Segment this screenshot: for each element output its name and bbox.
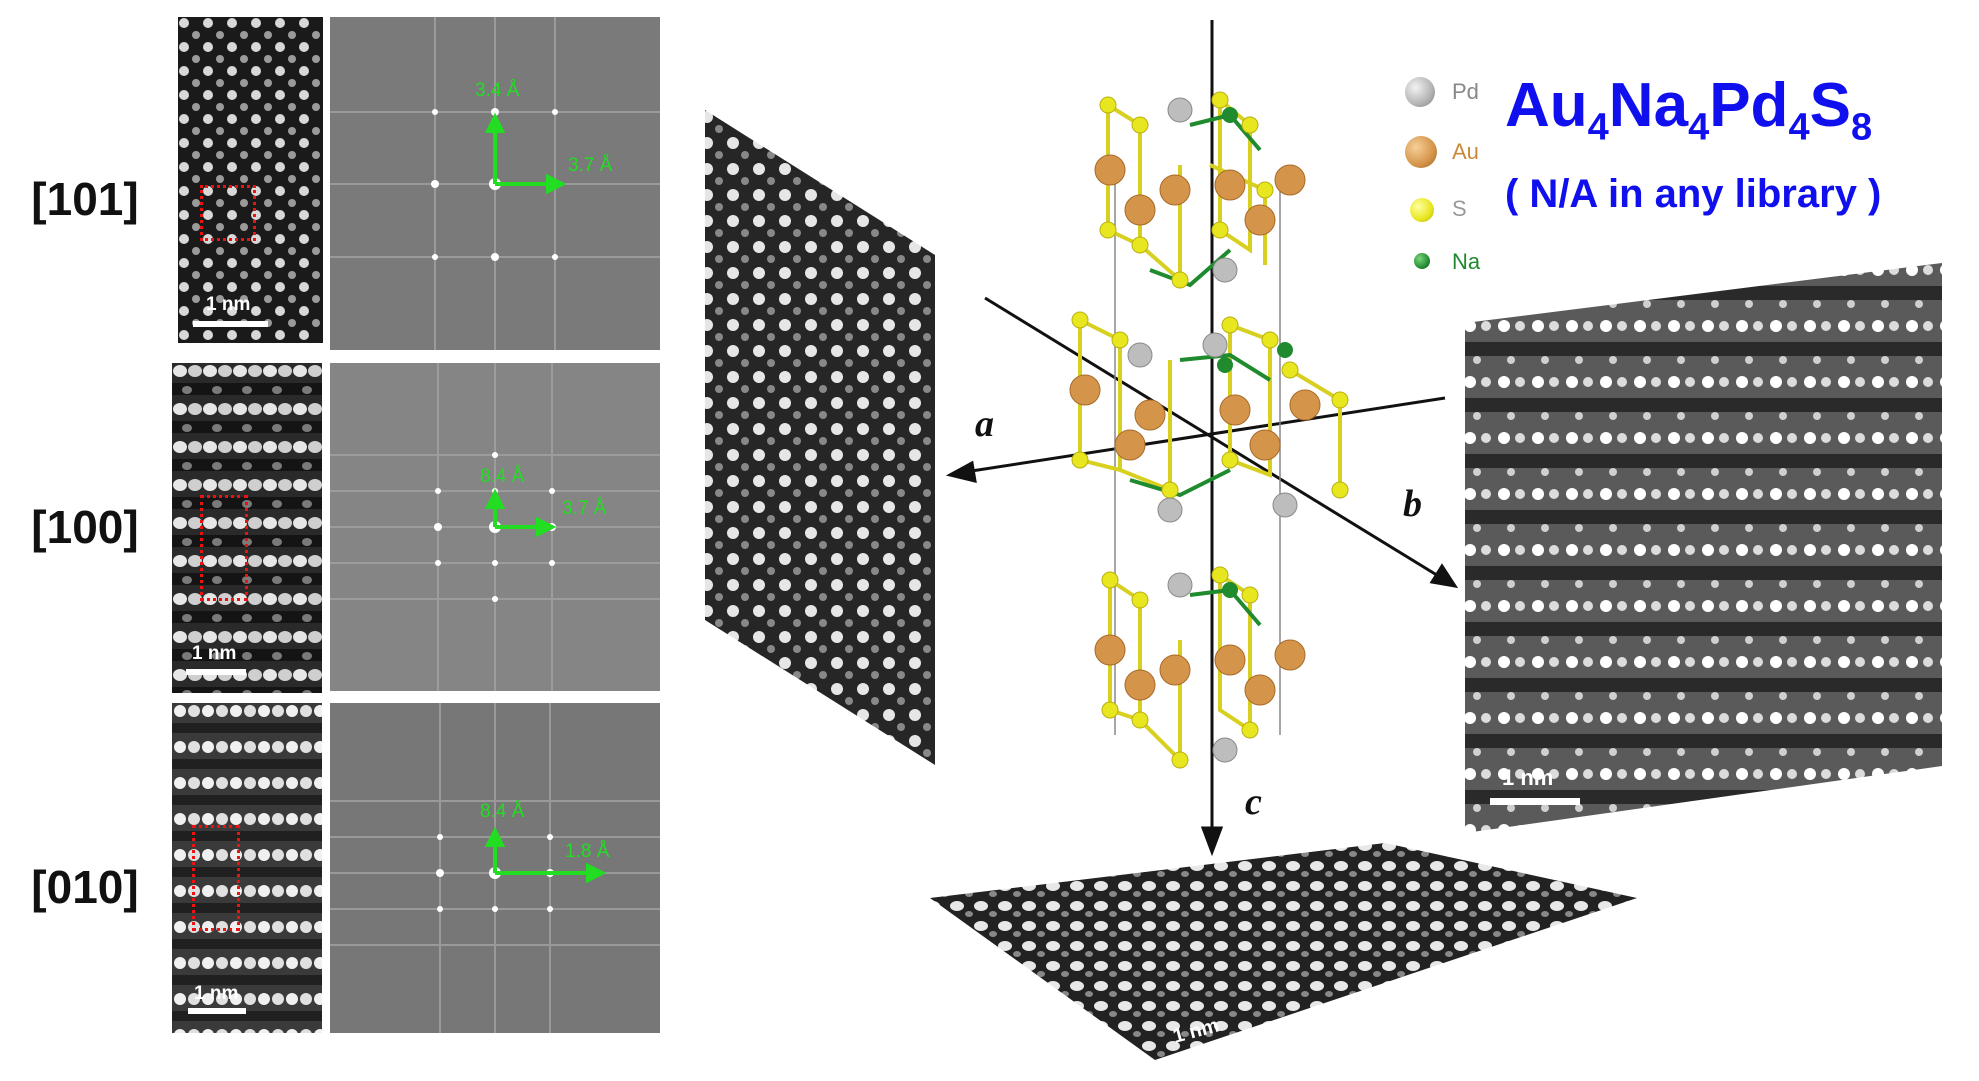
fft-label-horizontal: 1.8 Å — [565, 841, 610, 862]
compound-formula: Au4Na4Pd4S8 — [1505, 75, 1873, 149]
formula-element: Au — [1505, 71, 1588, 140]
fft-spots — [330, 703, 660, 1033]
scale-bar-label: 1 nm — [1502, 765, 1553, 790]
scale-bar — [186, 669, 246, 675]
fft-label-horizontal: 3.7 Å — [562, 498, 607, 519]
fft-label-vertical: 8.4 Å — [480, 466, 525, 487]
scale-bar — [188, 1008, 246, 1014]
scale-bar — [1490, 798, 1580, 805]
axis-label-b: b — [1403, 483, 1422, 525]
formula-subscript: 4 — [1788, 106, 1810, 149]
fft-label-vertical: 8.4 Å — [480, 801, 525, 822]
hrtem-image-101: 1 nm — [178, 17, 323, 343]
legend-swatch-s — [1410, 198, 1434, 222]
zone-axis-label-100: [100] — [31, 501, 139, 553]
unit-cell-marker — [200, 185, 256, 241]
legend-label-na: Na — [1452, 249, 1481, 274]
fft-pattern-100: 8.4 Å 3.7 Å — [330, 363, 660, 691]
scale-bar — [193, 321, 268, 327]
scale-bar-label: 1 nm — [192, 643, 237, 664]
legend-label-pd: Pd — [1452, 79, 1479, 104]
legend-swatch-pd — [1405, 77, 1435, 107]
library-note: ( N/A in any library ) — [1505, 172, 1882, 216]
zone-axis-label-101: [101] — [31, 173, 139, 225]
scale-bar-label: 1 nm — [206, 294, 251, 315]
hrtem-projection-c: 1 nm — [930, 843, 1637, 1060]
axis-label-c: c — [1245, 781, 1262, 823]
fft-label-vertical: 3.4 Å — [475, 80, 520, 101]
formula-subscript: 8 — [1850, 106, 1873, 149]
formula-subscript: 4 — [1688, 106, 1710, 149]
legend-swatch-na — [1414, 253, 1430, 269]
lattice-pattern — [172, 703, 322, 1033]
fft-label-horizontal: 3.7 Å — [568, 155, 613, 176]
fft-pattern-010: 8.4 Å 1.8 Å — [330, 703, 660, 1033]
hrtem-projection-b: 1 nm — [1465, 263, 1942, 833]
fft-pattern-101: 3.4 Å 3.7 Å — [330, 17, 660, 350]
zone-axis-label-010: [010] — [31, 861, 139, 913]
unit-cell-marker — [192, 825, 240, 931]
hrtem-image-100: 1 nm — [172, 363, 322, 693]
legend-label-s: S — [1452, 196, 1467, 221]
axis-label-a: a — [975, 403, 994, 445]
legend-swatch-au — [1405, 136, 1437, 168]
formula-subscript: 4 — [1587, 106, 1609, 149]
formula-element: Na — [1608, 71, 1689, 140]
scale-bar-label: 1 nm — [194, 983, 239, 1004]
fft-spots — [330, 17, 660, 350]
lattice-pattern — [178, 17, 323, 343]
unit-cell-marker — [200, 495, 248, 601]
formula-element: S — [1809, 71, 1851, 140]
fft-spots — [330, 363, 660, 691]
formula-element: Pd — [1709, 71, 1789, 140]
legend-label-au: Au — [1452, 139, 1479, 164]
crystal-structure-model — [1069, 91, 1349, 769]
hrtem-image-010: 1 nm — [172, 703, 322, 1033]
hrtem-projection-a: 1 nm — [705, 110, 935, 765]
